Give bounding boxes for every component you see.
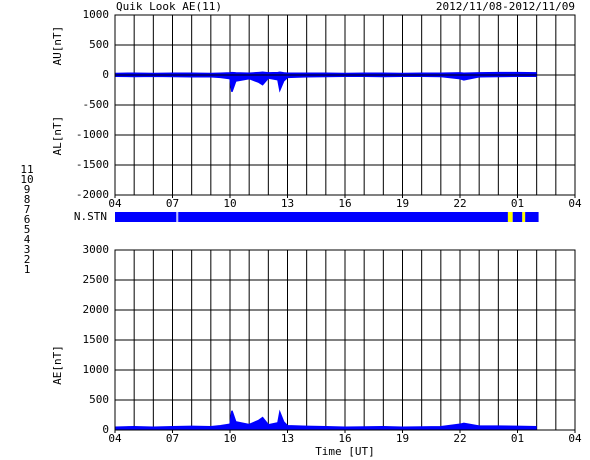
- x-tick-label: 07: [166, 197, 179, 210]
- x-tick-label: 16: [338, 197, 351, 210]
- x-tick-label: 13: [281, 432, 294, 445]
- y-tick-label: 2500: [83, 273, 110, 286]
- y-tick-label: 2000: [83, 303, 110, 316]
- y-axis-label: AE[nT]: [51, 345, 64, 385]
- nstn-segment: [512, 212, 523, 222]
- station-label: 1: [24, 263, 31, 276]
- station-label: 2: [24, 253, 31, 266]
- x-tick-label: 04: [108, 197, 122, 210]
- y-tick-label: 3000: [83, 243, 110, 256]
- y-tick-label: -500: [83, 98, 110, 111]
- y-tick-label: 1000: [83, 8, 110, 21]
- station-label: 7: [24, 203, 31, 216]
- y-tick-label: -1500: [76, 158, 109, 171]
- x-tick-label: 16: [338, 432, 351, 445]
- station-label: 4: [24, 233, 31, 246]
- x-tick-label: 22: [453, 432, 466, 445]
- station-label: 9: [24, 183, 31, 196]
- area-fill: [115, 410, 537, 430]
- series-line: [114, 409, 537, 429]
- x-tick-label: 10: [223, 432, 236, 445]
- x-tick-label: 04: [108, 432, 122, 445]
- nstn-segment: [522, 212, 526, 222]
- series-line: [114, 75, 537, 93]
- plot-frame: [114, 249, 576, 431]
- chart-title: Quik Look AE(11): [116, 0, 222, 13]
- y-axis-label: AU[nT]: [51, 26, 64, 66]
- nstn-segment: [115, 212, 177, 222]
- y-tick-label: 1500: [83, 333, 110, 346]
- x-tick-label: 07: [166, 432, 179, 445]
- y-tick-label: -2000: [76, 188, 109, 201]
- y-axis-label: AL[nT]: [51, 116, 64, 156]
- x-tick-label: 22: [453, 197, 466, 210]
- x-tick-label: 01: [511, 197, 524, 210]
- station-label: 8: [24, 193, 31, 206]
- y-tick-label: 0: [102, 423, 109, 436]
- plot-frame: [114, 14, 576, 196]
- x-tick-label: 04: [568, 432, 582, 445]
- y-tick-label: 500: [89, 38, 109, 51]
- nstn-segment: [525, 212, 539, 222]
- nstn-segment: [178, 212, 508, 222]
- series-line: [114, 71, 537, 75]
- x-tick-label: 19: [396, 197, 409, 210]
- nstn-segment: [507, 212, 513, 222]
- station-label: 6: [24, 213, 31, 226]
- nstn-label: N.STN: [74, 210, 107, 223]
- x-tick-label: 04: [568, 197, 582, 210]
- y-tick-label: 1000: [83, 363, 110, 376]
- station-label: 5: [24, 223, 31, 236]
- nstn-segment: [176, 212, 179, 222]
- station-label: 11: [20, 163, 33, 176]
- date-range: 2012/11/08-2012/11/09: [436, 0, 575, 13]
- station-label: 10: [20, 173, 33, 186]
- x-tick-label: 10: [223, 197, 236, 210]
- x-axis-label: Time [UT]: [315, 445, 375, 458]
- y-tick-label: -1000: [76, 128, 109, 141]
- y-tick-label: 500: [89, 393, 109, 406]
- y-tick-label: 0: [102, 68, 109, 81]
- x-tick-label: 19: [396, 432, 409, 445]
- x-tick-label: 13: [281, 197, 294, 210]
- station-label: 3: [24, 243, 31, 256]
- x-tick-label: 01: [511, 432, 524, 445]
